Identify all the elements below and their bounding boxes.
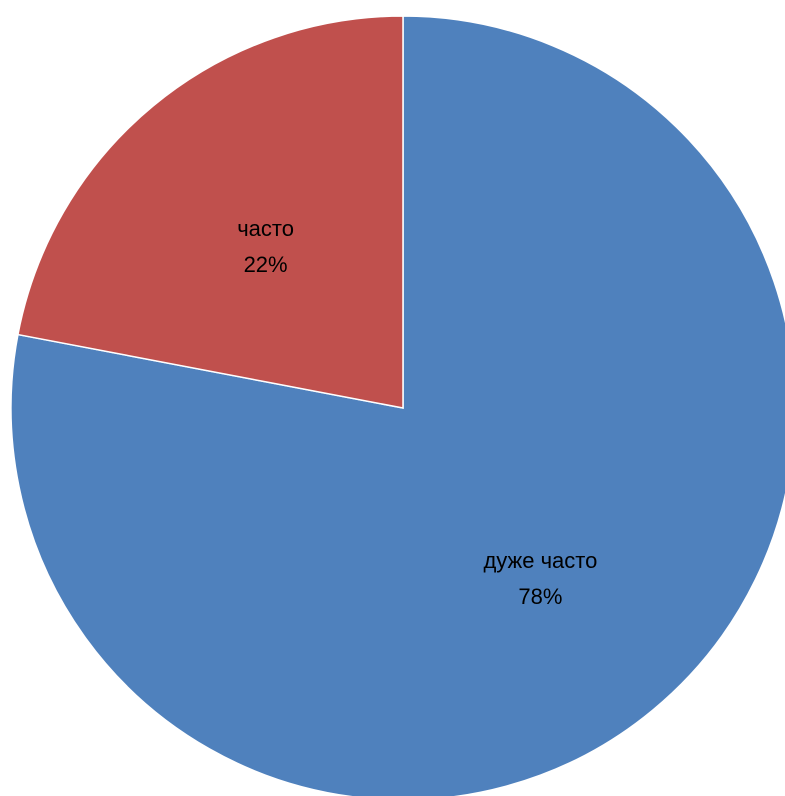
pie-slice-2 <box>17 15 404 409</box>
pie-slice-1-value-label: 78% <box>518 584 562 609</box>
pie-slice-1 <box>10 15 785 796</box>
pie-labels: дуже часто 78% часто 22% <box>237 216 597 609</box>
pie-slice-1-category-label: дуже часто <box>483 548 597 573</box>
pie-slice-2-category-label: часто <box>237 216 294 241</box>
pie-slices <box>10 15 785 796</box>
pie-slice-2-value-label: 22% <box>244 252 288 277</box>
